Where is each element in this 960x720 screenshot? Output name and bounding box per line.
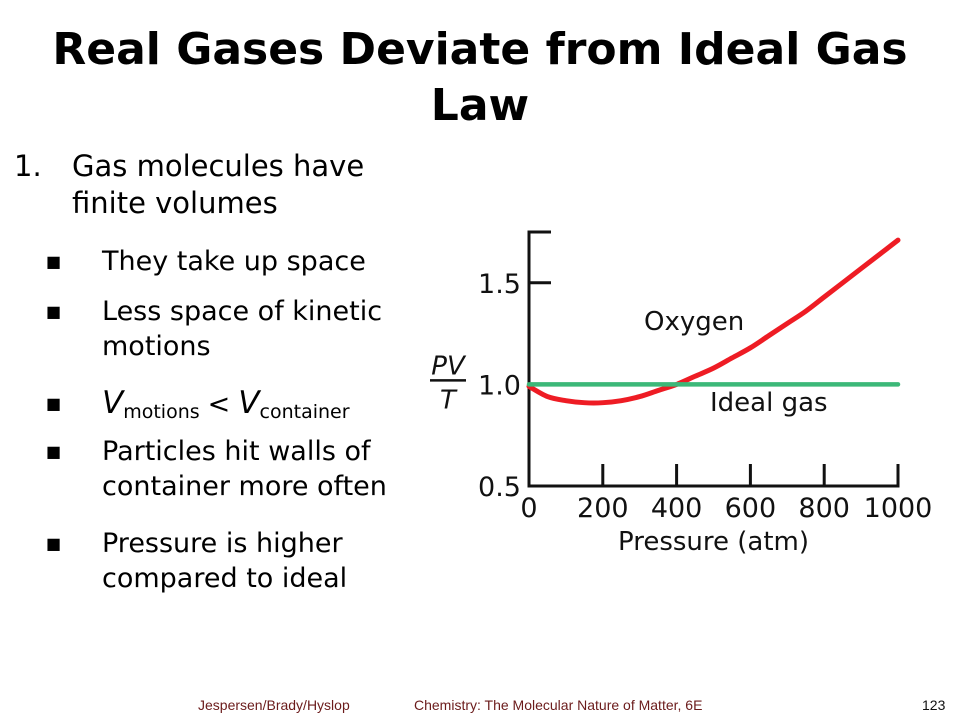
bullet-text: Less space of kinetic motions — [102, 296, 383, 362]
bullet-square-icon: ■ — [46, 302, 62, 321]
series-label-oxygen: Oxygen — [644, 307, 744, 337]
series-line-oxygen — [526, 237, 901, 406]
list-number: 1. — [14, 149, 42, 183]
footer-authors: Jespersen/Brady/Hyslop — [198, 697, 350, 713]
v-motions-symbol: V — [102, 385, 124, 421]
slide-title: Real Gases Deviate from Ideal Gas Law — [52, 24, 908, 131]
bullet-square-icon: ■ — [46, 442, 62, 461]
volume-inequality: Vmotions < Vcontainer — [102, 386, 432, 430]
x-tick-label: 400 — [651, 493, 703, 524]
bullet-square-icon: ■ — [46, 534, 62, 553]
bullet-text: Pressure is higher compared to ideal — [102, 528, 348, 594]
x-axis-label: Pressure (atm) — [618, 527, 809, 557]
bullet-text: They take up space — [102, 246, 366, 277]
y-axis-label-denominator: T — [440, 385, 458, 415]
y-tick-label: 1.0 — [478, 370, 521, 401]
y-tick-label: 0.5 — [478, 472, 521, 503]
v-motions-subscript: motions — [123, 401, 200, 423]
x-tick-label: 800 — [798, 493, 850, 524]
x-tick-label: 200 — [577, 493, 629, 524]
x-tick-label: 0 — [520, 493, 537, 524]
v-container-symbol: V — [238, 385, 260, 421]
x-tick-label: 600 — [725, 493, 777, 524]
bullet-square-icon: ■ — [46, 252, 62, 271]
page-number: 123 — [922, 697, 946, 713]
pv-t-vs-pressure-chart: 0.5 1.0 1.5 0 200 400 600 800 1000 Oxygen Ideal ga… — [430, 230, 933, 557]
y-axis-label-numerator: PV — [431, 351, 467, 381]
bullet-square-icon: ■ — [46, 394, 62, 413]
series-label-ideal-gas: Ideal gas — [710, 388, 828, 418]
numbered-point-text: Gas molecules have finite volumes — [72, 149, 365, 220]
less-than-operator: < — [207, 389, 231, 420]
v-container-subscript: container — [259, 401, 350, 423]
y-tick-label: 1.5 — [478, 269, 521, 300]
footer-book-title: Chemistry: The Molecular Nature of Matte… — [414, 697, 703, 713]
bullet-text: Particles hit walls of container more of… — [102, 436, 387, 502]
x-tick-label: 1000 — [864, 493, 933, 524]
